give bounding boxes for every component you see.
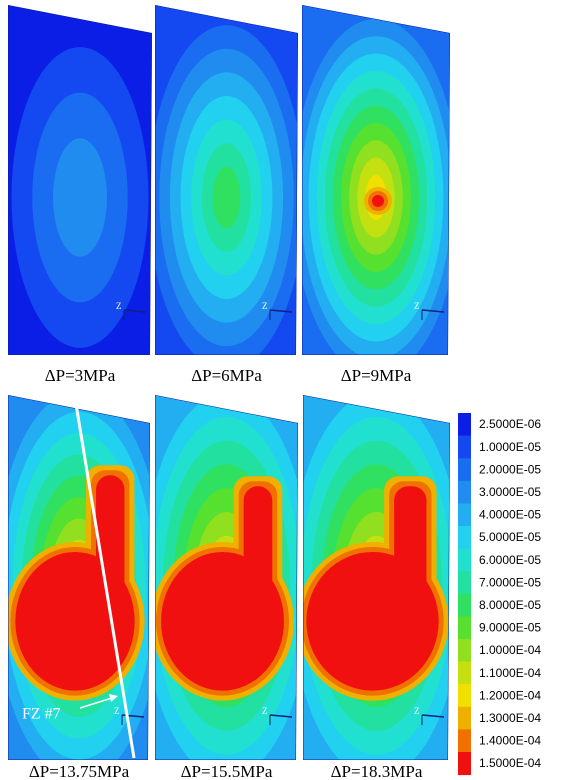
panel-outline — [8, 5, 152, 355]
contour-band — [394, 486, 427, 633]
panel-label: ΔP=3MPa — [45, 366, 116, 385]
legend-label: 1.3000E-04 — [479, 711, 541, 725]
legend-label: 9.0000E-05 — [479, 621, 541, 635]
fault-line — [73, 397, 136, 759]
panel-label: ΔP=18.3MPa — [331, 762, 423, 780]
legend-label: 2.5000E-06 — [479, 417, 541, 431]
contour-plot — [155, 5, 298, 355]
legend-swatch — [458, 548, 471, 572]
legend-swatch — [458, 526, 471, 550]
legend-swatch — [458, 458, 471, 482]
axis-label: Z — [262, 301, 268, 311]
legend-swatch — [458, 435, 471, 459]
contour-band — [243, 486, 273, 633]
axis-symbol — [421, 309, 445, 313]
legend-label: 1.4000E-04 — [479, 734, 541, 748]
axis-symbol — [269, 714, 293, 718]
legend-swatch — [458, 684, 471, 708]
legend-label: 3.0000E-05 — [479, 485, 541, 499]
legend-label: 4.0000E-05 — [479, 508, 541, 522]
contour-band — [96, 475, 125, 622]
axis-label: Z — [116, 301, 122, 311]
legend-label: 6.0000E-05 — [479, 553, 541, 567]
legend-swatch — [458, 706, 471, 730]
panel-label: ΔP=13.75MPa — [29, 762, 130, 780]
contour-band — [212, 166, 241, 229]
panel-label: ΔP=15.5MPa — [181, 762, 273, 780]
axis-label: Z — [114, 706, 120, 716]
legend-swatch — [458, 639, 471, 663]
contour-band — [53, 138, 107, 257]
annotation-arrow — [109, 694, 118, 702]
legend-swatch — [458, 616, 471, 640]
axis-symbol — [421, 714, 445, 718]
axis-label: Z — [262, 706, 268, 716]
legend-swatch — [458, 571, 471, 595]
legend-label: 1.0000E-05 — [479, 440, 541, 454]
legend-label: 1.1000E-04 — [479, 666, 541, 680]
legend-label: 1.0000E-04 — [479, 643, 541, 657]
contour-plot — [8, 395, 150, 760]
legend-label: 8.0000E-05 — [479, 598, 541, 612]
legend-swatch — [458, 480, 471, 504]
legend-label: 1.5000E-04 — [479, 756, 541, 770]
legend-label: 7.0000E-05 — [479, 575, 541, 589]
legend-swatch — [458, 503, 471, 527]
axis-label: Z — [414, 301, 420, 311]
contour-plot — [8, 5, 152, 355]
legend-swatch — [458, 729, 471, 753]
legend-swatch — [458, 661, 471, 685]
legend-label: 5.0000E-05 — [479, 530, 541, 544]
annotation-arrow — [79, 697, 113, 709]
legend-swatch — [458, 593, 471, 617]
panel-outline — [155, 5, 298, 355]
contour-plot — [155, 395, 298, 760]
axis-label: Z — [414, 706, 420, 716]
panel-label: ΔP=9MPa — [341, 366, 412, 385]
contour-band — [372, 195, 384, 207]
axis-symbol — [123, 309, 147, 313]
legend-swatch — [458, 413, 471, 437]
panel-label: ΔP=6MPa — [191, 366, 262, 385]
panel-outline — [302, 5, 450, 355]
contour-plot — [302, 5, 450, 355]
legend-swatch — [458, 752, 471, 776]
contour-plot — [303, 395, 450, 760]
legend-label: 1.2000E-04 — [479, 688, 541, 702]
annotation: FZ #7 — [22, 706, 61, 723]
legend-label: 2.0000E-05 — [479, 462, 541, 476]
axis-symbol — [269, 309, 293, 313]
